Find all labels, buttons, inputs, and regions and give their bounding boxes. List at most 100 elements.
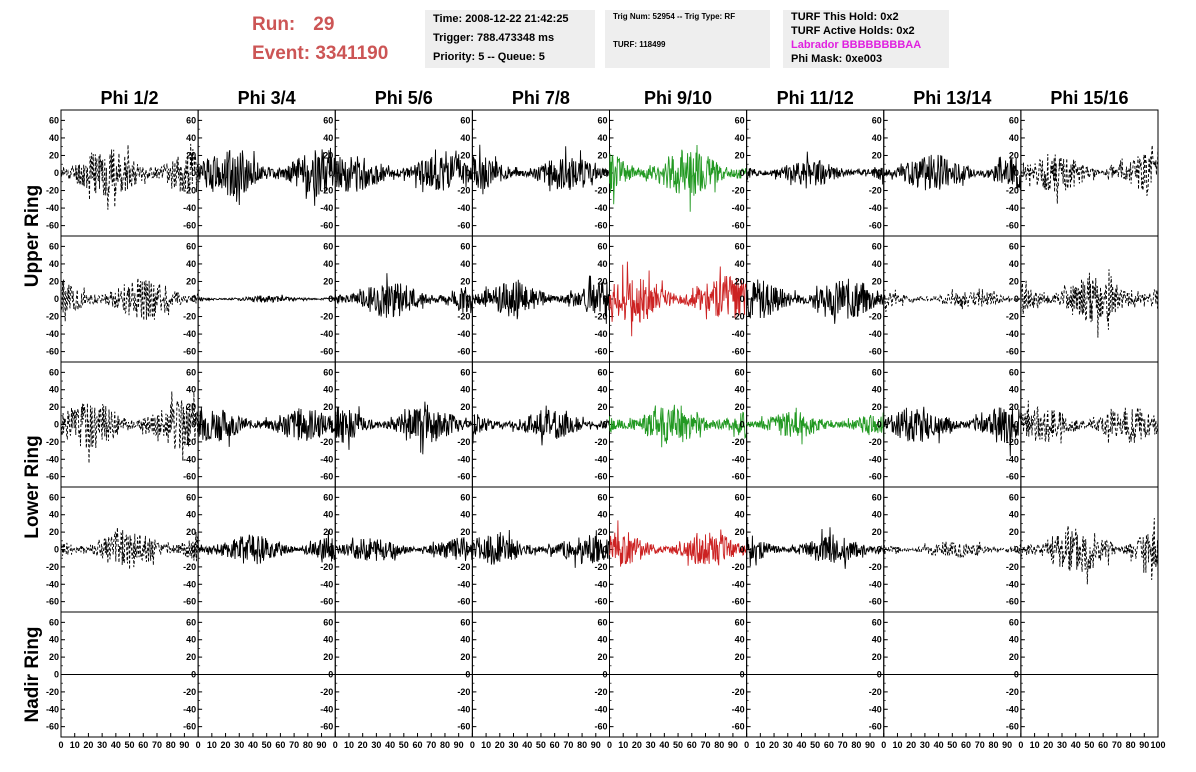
y-tick-label: -60 bbox=[594, 597, 607, 607]
x-tick-label: 70 bbox=[1112, 740, 1122, 750]
y-tick-label: 20 bbox=[597, 276, 607, 286]
y-tick-label: -60 bbox=[869, 347, 882, 357]
y-tick-label: 0 bbox=[54, 545, 59, 555]
y-tick-label: -60 bbox=[869, 722, 882, 732]
y-tick-label: 20 bbox=[735, 150, 745, 160]
y-tick-label: -40 bbox=[869, 704, 882, 714]
y-tick-label: -20 bbox=[594, 186, 607, 196]
y-tick-label: -40 bbox=[594, 579, 607, 589]
y-tick-label: 0 bbox=[191, 670, 196, 680]
y-tick-label: 0 bbox=[54, 670, 59, 680]
x-tick-label: 60 bbox=[550, 740, 560, 750]
x-tick-label: 50 bbox=[125, 740, 135, 750]
y-tick-label: 40 bbox=[460, 385, 470, 395]
y-tick-label: -60 bbox=[320, 221, 333, 231]
y-tick-label: -20 bbox=[594, 562, 607, 572]
x-tick-label: 30 bbox=[371, 740, 381, 750]
y-tick-label: 40 bbox=[186, 133, 196, 143]
x-tick-label: 70 bbox=[152, 740, 162, 750]
y-tick-label: 0 bbox=[54, 168, 59, 178]
y-tick-label: -60 bbox=[732, 221, 745, 231]
x-tick-label: 30 bbox=[234, 740, 244, 750]
trig-info-box: Trig Num: 52954 -- Trig Type: RF TURF: 1… bbox=[605, 10, 770, 68]
x-tick-label: 10 bbox=[892, 740, 902, 750]
x-tick-label: 90 bbox=[317, 740, 327, 750]
y-tick-label: 20 bbox=[872, 150, 882, 160]
y-tick-label: 40 bbox=[49, 133, 59, 143]
y-tick-label: -60 bbox=[457, 722, 470, 732]
y-tick-label: 0 bbox=[602, 168, 607, 178]
x-tick-label: 0 bbox=[744, 740, 749, 750]
waveform-trace bbox=[1020, 400, 1159, 444]
y-tick-label: 60 bbox=[1009, 492, 1019, 502]
waveform-trace bbox=[334, 401, 473, 455]
y-tick-label: -60 bbox=[183, 472, 196, 482]
y-tick-label: -20 bbox=[183, 437, 196, 447]
y-tick-label: 20 bbox=[186, 276, 196, 286]
waveform-trace bbox=[746, 278, 885, 324]
x-tick-label: 20 bbox=[221, 740, 231, 750]
y-tick-label: 20 bbox=[460, 402, 470, 412]
event-label: Event: bbox=[252, 43, 311, 64]
y-tick-label: 0 bbox=[1014, 545, 1019, 555]
panel-frame bbox=[60, 486, 199, 613]
y-tick-label: 0 bbox=[191, 294, 196, 304]
y-tick-label: 0 bbox=[877, 168, 882, 178]
x-tick-label: 80 bbox=[440, 740, 450, 750]
y-tick-label: 20 bbox=[872, 402, 882, 412]
y-tick-label: -60 bbox=[594, 347, 607, 357]
column-header: Phi 3/4 bbox=[238, 88, 296, 108]
y-tick-label: -40 bbox=[457, 203, 470, 213]
y-tick-label: -40 bbox=[869, 203, 882, 213]
y-tick-label: -40 bbox=[183, 203, 196, 213]
y-tick-label: -60 bbox=[320, 722, 333, 732]
y-tick-label: 20 bbox=[597, 150, 607, 160]
trig-text: Trig Num: 52954 -- Trig Type: RF bbox=[613, 12, 736, 21]
x-tick-label: 50 bbox=[536, 740, 546, 750]
x-tick-label: 30 bbox=[1057, 740, 1067, 750]
x-tick-label: 50 bbox=[399, 740, 409, 750]
x-tick-label: 90 bbox=[454, 740, 464, 750]
y-tick-label: 60 bbox=[735, 115, 745, 125]
y-tick-label: 40 bbox=[872, 510, 882, 520]
run-info: Run: 29 Event: 3341190 bbox=[252, 10, 388, 68]
x-tick-label: 40 bbox=[385, 740, 395, 750]
turf-active-text: TURF Active Holds: 0x2 bbox=[791, 25, 915, 37]
y-tick-label: -60 bbox=[1006, 722, 1019, 732]
x-tick-label: 10 bbox=[1030, 740, 1040, 750]
y-tick-label: 20 bbox=[186, 527, 196, 537]
y-tick-label: -60 bbox=[869, 472, 882, 482]
y-tick-label: -20 bbox=[320, 186, 333, 196]
y-tick-label: 0 bbox=[602, 420, 607, 430]
waveform-trace bbox=[746, 151, 885, 189]
y-tick-label: -40 bbox=[732, 203, 745, 213]
y-tick-label: 40 bbox=[1009, 385, 1019, 395]
y-tick-label: 60 bbox=[186, 492, 196, 502]
trigger-text: Trigger: 788.473348 ms bbox=[433, 32, 555, 44]
y-tick-label: -20 bbox=[457, 312, 470, 322]
y-tick-label: 40 bbox=[186, 635, 196, 645]
y-tick-label: 60 bbox=[735, 492, 745, 502]
y-tick-label: 60 bbox=[49, 617, 59, 627]
y-tick-label: -40 bbox=[732, 454, 745, 464]
y-tick-label: 60 bbox=[872, 617, 882, 627]
y-tick-label: 60 bbox=[49, 115, 59, 125]
y-tick-label: 60 bbox=[323, 115, 333, 125]
y-tick-label: 20 bbox=[1009, 150, 1019, 160]
run-label: Run: bbox=[252, 14, 296, 35]
y-tick-label: -60 bbox=[46, 722, 59, 732]
y-tick-label: 60 bbox=[597, 617, 607, 627]
waveform-trace bbox=[746, 407, 885, 445]
y-tick-label: -40 bbox=[46, 454, 59, 464]
y-tick-label: -60 bbox=[732, 722, 745, 732]
y-tick-label: 40 bbox=[323, 133, 333, 143]
turf-info-box: TURF This Hold: 0x2 TURF Active Holds: 0… bbox=[783, 10, 949, 68]
y-tick-label: -60 bbox=[1006, 597, 1019, 607]
y-tick-label: -40 bbox=[457, 454, 470, 464]
waveform-trace bbox=[1020, 145, 1159, 204]
y-tick-label: 0 bbox=[465, 545, 470, 555]
x-tick-label: 10 bbox=[481, 740, 491, 750]
y-tick-label: 40 bbox=[49, 385, 59, 395]
x-tick-label: 60 bbox=[1098, 740, 1108, 750]
y-tick-label: 20 bbox=[49, 150, 59, 160]
